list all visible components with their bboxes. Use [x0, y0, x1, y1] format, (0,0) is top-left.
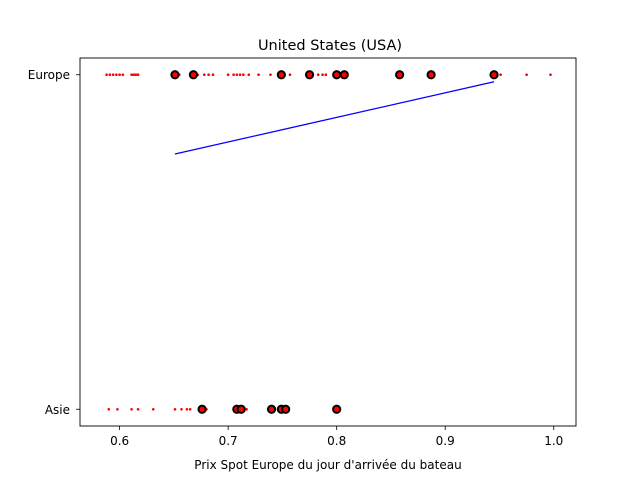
highlighted-point — [304, 70, 315, 80]
small-red-point — [269, 73, 272, 77]
small-red-point — [188, 407, 192, 411]
plot-area — [80, 58, 576, 426]
x-axis-label: Prix Spot Europe du jour d'arrivée du ba… — [194, 458, 461, 472]
highlighted-point — [276, 70, 286, 80]
x-tick-label: 0.7 — [219, 434, 238, 448]
small-red-point — [105, 73, 108, 77]
small-red-point — [136, 407, 140, 411]
highlighted-point — [332, 404, 342, 414]
x-tick-label: 0.8 — [327, 434, 346, 448]
x-tick-label: 0.9 — [436, 434, 455, 448]
highlighted-point — [236, 404, 246, 414]
x-tick-label: 0.6 — [110, 434, 129, 448]
small-red-point — [136, 73, 140, 77]
small-red-point — [202, 73, 206, 77]
small-red-point — [549, 73, 552, 77]
y-tick-label: Europe — [28, 68, 70, 82]
small-red-point — [238, 73, 242, 77]
small-red-point — [121, 73, 125, 77]
small-red-point — [130, 73, 133, 77]
y-axis: Asie Europe — [28, 68, 80, 417]
x-axis: 0.6 0.7 0.8 0.9 1.0 — [110, 426, 563, 448]
small-red-point — [134, 73, 138, 77]
highlighted-point — [426, 70, 436, 80]
small-red-point — [324, 73, 328, 77]
small-red-point — [132, 73, 136, 77]
highlighted-point — [188, 70, 199, 80]
small-red-point — [130, 407, 133, 411]
small-red-point — [232, 73, 235, 77]
highlighted-point — [489, 70, 499, 80]
small-red-point — [185, 407, 189, 411]
trend-line — [174, 81, 495, 155]
small-red-point — [173, 407, 177, 411]
small-red-point — [242, 73, 245, 77]
highlighted-point — [339, 70, 349, 80]
small-red-point — [316, 73, 320, 77]
small-red-point — [235, 73, 239, 77]
chart-title: United States (USA) — [258, 38, 402, 54]
y-tick-label: Asie — [45, 403, 70, 417]
small-red-point — [211, 73, 215, 77]
plot-frame — [79, 57, 577, 427]
small-red-point — [499, 73, 502, 77]
small-red-point — [247, 73, 251, 77]
small-red-point — [207, 73, 210, 77]
small-red-point — [257, 73, 260, 77]
highlighted-point — [197, 404, 207, 414]
highlighted-point — [281, 404, 291, 414]
x-tick-label: 1.0 — [544, 434, 563, 448]
highlighted-point — [266, 404, 277, 414]
small-red-point — [321, 73, 324, 77]
small-red-point — [107, 407, 111, 411]
data-marks — [105, 70, 552, 414]
highlighted-point — [332, 70, 342, 80]
small-red-point — [116, 407, 119, 411]
small-red-point — [288, 73, 292, 77]
small-red-point — [525, 73, 528, 77]
highlighted-point — [395, 70, 405, 80]
small-red-point — [226, 73, 230, 77]
small-red-point — [245, 407, 248, 411]
small-red-point — [108, 73, 112, 77]
small-red-point — [115, 73, 118, 77]
small-red-point — [180, 407, 183, 411]
small-red-point — [118, 73, 121, 77]
highlighted-point — [170, 70, 180, 80]
small-red-point — [111, 73, 115, 77]
small-red-point — [151, 407, 155, 411]
